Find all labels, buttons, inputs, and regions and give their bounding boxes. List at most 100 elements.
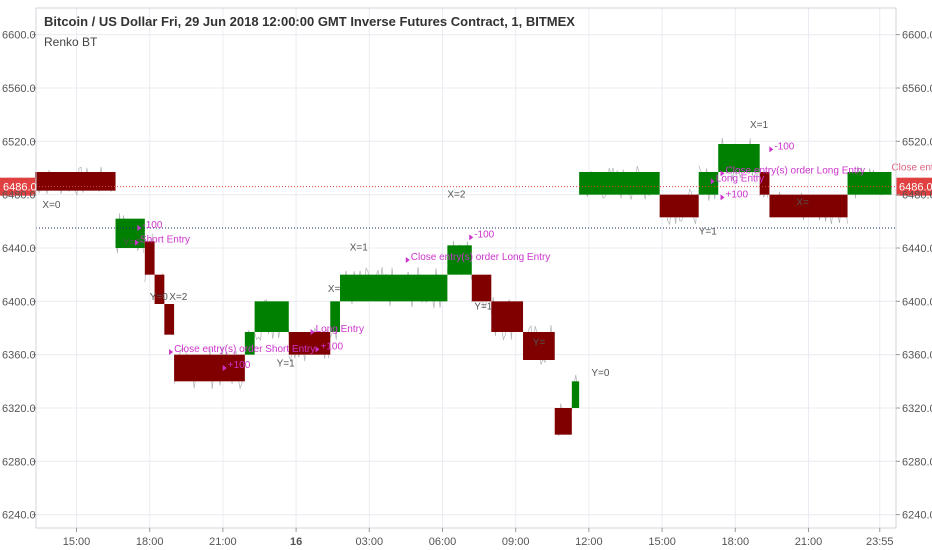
- x-tick-label: 21:00: [795, 536, 823, 548]
- annotation-label: +100: [228, 360, 251, 371]
- renko-brick: [447, 245, 472, 275]
- annotation-label: +100: [321, 341, 344, 352]
- renko-brick: [288, 332, 331, 355]
- y-tick-label-left: 6320.0: [2, 403, 36, 415]
- y-tick-label-left: 6480.0: [2, 190, 36, 202]
- y-tick-label-right: 6600.0: [902, 30, 932, 42]
- annotation-label: Close entry(s): [891, 163, 932, 174]
- renko-brick: [254, 301, 289, 332]
- renko-brick: [659, 194, 699, 218]
- y-tick-label-right: 6360.0: [902, 350, 932, 362]
- x-tick-label: 03:00: [356, 536, 384, 548]
- y-tick-label-left: 6280.0: [2, 456, 36, 468]
- renko-brick: [571, 381, 580, 408]
- renko-brick: [244, 332, 255, 355]
- annotation-label: X=1: [350, 243, 369, 254]
- renko-brick: [340, 274, 448, 302]
- renko-brick: [35, 172, 116, 191]
- y-tick-label-left: 6240.0: [2, 510, 36, 522]
- annotation-label: Long Entry: [716, 173, 764, 184]
- x-tick-label: 06:00: [429, 536, 457, 548]
- trade-marker: [137, 225, 142, 231]
- annotation-label: Close entry(s) order Long Entry: [726, 165, 866, 176]
- annotation-label: Y=: [533, 337, 546, 348]
- renko-brick: [579, 172, 660, 195]
- y-tick-label-left: 6440.0: [2, 243, 36, 255]
- axes: 6240.0 6240.0 6280.0 6280.0 6320.0 6320.0 6360…: [2, 7, 932, 548]
- x-tick-label: 15:00: [63, 536, 91, 548]
- annotation-label: Y=0: [150, 292, 169, 303]
- price-badge-label-left: 6486.0: [3, 182, 37, 194]
- trade-marker: [710, 178, 715, 185]
- renko-brick: [718, 144, 760, 172]
- trade-marker: [310, 329, 315, 335]
- annotation-label: -100: [774, 141, 794, 152]
- x-tick-label: 23:55: [866, 536, 894, 548]
- renko-brick: [491, 301, 524, 332]
- price-badge-label-right: 6486.0: [899, 182, 932, 194]
- renko-bricks: [35, 144, 892, 435]
- plot-frame: [35, 7, 897, 529]
- renko-brick: [164, 304, 175, 335]
- indicator-name: Renko BT: [44, 35, 98, 49]
- annotation-label: +100: [726, 189, 749, 200]
- trade-marker: [134, 239, 139, 246]
- renko-brick: [174, 354, 245, 382]
- renko-brick: [154, 274, 165, 304]
- renko-brick: [698, 172, 719, 195]
- x-tick-label: 18:00: [722, 536, 750, 548]
- y-tick-label-right: 6400.0: [902, 296, 932, 308]
- annotation-label: X=2: [169, 292, 188, 303]
- y-tick-label-right: 6520.0: [902, 136, 932, 148]
- trade-marker: [769, 146, 774, 153]
- annotation-label: Y=1: [699, 227, 718, 238]
- reference-lines: 6486.0 6486.0: [0, 177, 932, 229]
- y-tick-label-right: 6280.0: [902, 456, 932, 468]
- chart-title: Bitcoin / US Dollar Fri, 29 Jun 2018 12:…: [44, 14, 575, 29]
- annotation-label: Close entry(s) order Short Entry: [174, 344, 315, 355]
- trade-marker: [720, 194, 725, 201]
- annotation-label: Close entry(s) order Long Entry: [411, 252, 551, 263]
- x-tick-label: 21:00: [209, 536, 237, 548]
- x-tick-label: 12:00: [575, 536, 603, 548]
- annotation-label: X=: [796, 197, 809, 208]
- y-tick-label-left: 6520.0: [2, 136, 36, 148]
- y-tick-label-left: 6560.0: [2, 83, 36, 95]
- y-tick-label-right: 6320.0: [902, 403, 932, 415]
- renko-brick: [847, 172, 892, 195]
- x-tick-label: 09:00: [502, 536, 530, 548]
- trade-marker: [169, 349, 174, 355]
- trade-marker: [469, 234, 474, 241]
- trade-marker: [222, 365, 227, 371]
- renko-brick: [523, 332, 555, 360]
- renko-brick: [471, 274, 492, 302]
- y-tick-label-left: 6360.0: [2, 350, 36, 362]
- y-tick-label-left: 6400.0: [2, 296, 36, 308]
- price-badge-right: [896, 177, 932, 196]
- y-tick-label-right: 6240.0: [902, 510, 932, 522]
- y-tick-label-right: 6440.0: [902, 243, 932, 255]
- trade-marker: [315, 346, 320, 353]
- renko-brick: [769, 194, 848, 218]
- price-badge-left: [0, 177, 36, 196]
- renko-brick: [554, 408, 572, 435]
- renko-brick: [115, 218, 145, 248]
- annotation-label: X=1: [750, 120, 769, 131]
- y-tick-label-left: 6600.0: [2, 30, 36, 42]
- y-tick-label-right: 6560.0: [902, 83, 932, 95]
- x-tick-label: 18:00: [136, 536, 164, 548]
- trade-marker: [720, 170, 725, 177]
- annotation-label: -100: [474, 229, 494, 240]
- annotation-label: Y=1: [277, 359, 296, 370]
- y-tick-label-right: 6480.0: [902, 190, 932, 202]
- annotation-label: Y=0: [123, 237, 142, 248]
- annotation-label: Y=0: [591, 368, 610, 379]
- annotation-label: Short Entry: [140, 235, 190, 246]
- annotation-label: X=2: [447, 189, 466, 200]
- renko-brick: [330, 301, 341, 332]
- renko-brick: [144, 241, 155, 275]
- x-tick-label: 15:00: [648, 536, 676, 548]
